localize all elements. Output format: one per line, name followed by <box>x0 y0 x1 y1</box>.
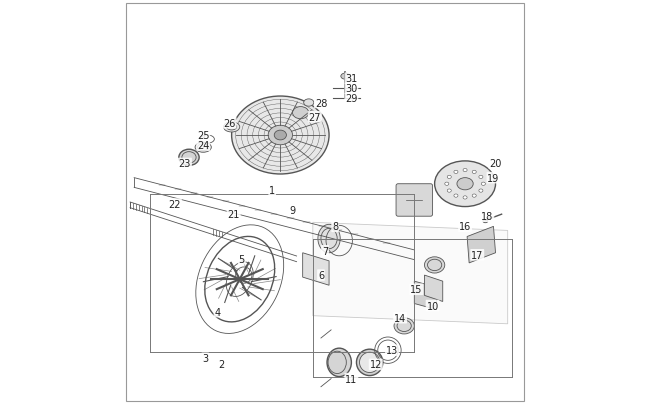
Text: 4: 4 <box>214 307 220 317</box>
Text: 27: 27 <box>309 113 321 122</box>
FancyBboxPatch shape <box>396 184 433 217</box>
Ellipse shape <box>481 183 486 186</box>
Ellipse shape <box>179 150 199 166</box>
Ellipse shape <box>268 126 292 145</box>
Text: 6: 6 <box>318 271 324 280</box>
Text: 2: 2 <box>218 360 225 369</box>
Text: 7: 7 <box>322 246 328 256</box>
Ellipse shape <box>445 183 449 186</box>
Text: 10: 10 <box>426 301 439 311</box>
Text: 11: 11 <box>345 374 358 384</box>
Text: 20: 20 <box>489 159 502 169</box>
Ellipse shape <box>231 97 329 175</box>
Text: 21: 21 <box>227 210 240 220</box>
FancyBboxPatch shape <box>126 4 524 401</box>
Text: 26: 26 <box>224 119 236 128</box>
Ellipse shape <box>394 318 414 334</box>
Text: 22: 22 <box>168 200 181 209</box>
Text: 31: 31 <box>345 74 358 84</box>
Ellipse shape <box>435 162 495 207</box>
Text: 28: 28 <box>315 98 327 108</box>
Polygon shape <box>313 223 508 324</box>
Text: 12: 12 <box>370 360 382 369</box>
Ellipse shape <box>463 196 467 200</box>
Ellipse shape <box>479 176 483 179</box>
Ellipse shape <box>292 107 309 119</box>
Ellipse shape <box>341 74 350 80</box>
Ellipse shape <box>472 171 476 174</box>
Text: 17: 17 <box>471 250 484 260</box>
Ellipse shape <box>224 122 240 132</box>
Ellipse shape <box>195 143 211 153</box>
Text: 18: 18 <box>481 212 493 222</box>
Polygon shape <box>424 275 443 302</box>
Ellipse shape <box>304 100 314 107</box>
Text: 16: 16 <box>459 222 471 232</box>
Text: 14: 14 <box>394 313 406 323</box>
Text: 15: 15 <box>410 285 422 294</box>
Ellipse shape <box>463 169 467 172</box>
Text: 24: 24 <box>197 141 209 151</box>
Text: 3: 3 <box>202 354 208 363</box>
Ellipse shape <box>479 190 483 193</box>
Text: 30: 30 <box>345 84 358 94</box>
Text: 8: 8 <box>332 222 338 232</box>
Text: 23: 23 <box>179 159 191 169</box>
Ellipse shape <box>447 190 451 193</box>
Text: 25: 25 <box>197 131 209 141</box>
Text: 29: 29 <box>345 94 358 104</box>
Text: 1: 1 <box>269 185 276 195</box>
Ellipse shape <box>424 257 445 273</box>
Text: 13: 13 <box>386 345 398 355</box>
Ellipse shape <box>483 220 488 223</box>
Ellipse shape <box>327 348 352 377</box>
Ellipse shape <box>457 178 473 190</box>
Ellipse shape <box>472 194 476 198</box>
Ellipse shape <box>447 176 451 179</box>
Text: 19: 19 <box>488 173 500 183</box>
Polygon shape <box>414 281 437 310</box>
Ellipse shape <box>454 171 458 174</box>
Ellipse shape <box>318 225 340 253</box>
Polygon shape <box>303 253 329 286</box>
Ellipse shape <box>274 131 287 141</box>
Text: 5: 5 <box>239 254 245 264</box>
Text: 9: 9 <box>289 206 296 215</box>
Polygon shape <box>467 227 495 263</box>
Ellipse shape <box>454 194 458 198</box>
Ellipse shape <box>359 352 380 373</box>
Ellipse shape <box>356 349 383 376</box>
